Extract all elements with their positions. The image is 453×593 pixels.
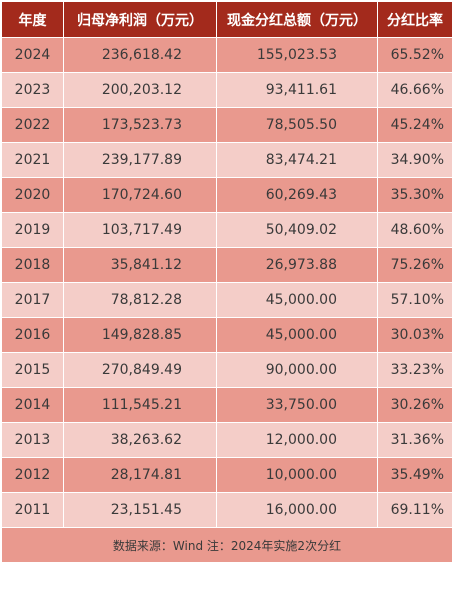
header-row: 年度 归母净利润（万元） 现金分红总额（万元） 分红比率 [1, 1, 453, 38]
cell-cash-dividend: 78,505.50 [216, 107, 378, 143]
table-row: 2024 236,618.42 155,023.53 65.52% [1, 37, 453, 73]
header-year: 年度 [1, 1, 64, 38]
cell-payout-ratio: 69.11% [377, 492, 453, 528]
cell-net-profit: 23,151.45 [63, 492, 217, 528]
cell-cash-dividend: 45,000.00 [216, 317, 378, 353]
table-header: 年度 归母净利润（万元） 现金分红总额（万元） 分红比率 [1, 1, 453, 38]
cell-payout-ratio: 65.52% [377, 37, 453, 73]
cell-net-profit: 35,841.12 [63, 247, 217, 283]
cell-net-profit: 28,174.81 [63, 457, 217, 493]
cell-net-profit: 173,523.73 [63, 107, 217, 143]
table-row: 2023 200,203.12 93,411.61 46.66% [1, 72, 453, 108]
cell-cash-dividend: 10,000.00 [216, 457, 378, 493]
cell-payout-ratio: 48.60% [377, 212, 453, 248]
footnote: 数据来源：Wind 注：2024年实施2次分红 [1, 527, 453, 563]
cell-payout-ratio: 57.10% [377, 282, 453, 318]
cell-payout-ratio: 31.36% [377, 422, 453, 458]
cell-net-profit: 103,717.49 [63, 212, 217, 248]
cell-payout-ratio: 34.90% [377, 142, 453, 178]
cell-year: 2012 [1, 457, 64, 493]
table-row: 2018 35,841.12 26,973.88 75.26% [1, 247, 453, 283]
cell-year: 2023 [1, 72, 64, 108]
table-row: 2012 28,174.81 10,000.00 35.49% [1, 457, 453, 493]
cell-cash-dividend: 50,409.02 [216, 212, 378, 248]
table-row: 2013 38,263.62 12,000.00 31.36% [1, 422, 453, 458]
cell-cash-dividend: 33,750.00 [216, 387, 378, 423]
cell-net-profit: 236,618.42 [63, 37, 217, 73]
table-row: 2011 23,151.45 16,000.00 69.11% [1, 492, 453, 528]
cell-year: 2016 [1, 317, 64, 353]
table-row: 2022 173,523.73 78,505.50 45.24% [1, 107, 453, 143]
cell-payout-ratio: 75.26% [377, 247, 453, 283]
cell-cash-dividend: 16,000.00 [216, 492, 378, 528]
cell-net-profit: 38,263.62 [63, 422, 217, 458]
dividend-table: 年度 归母净利润（万元） 现金分红总额（万元） 分红比率 2024 236,618… [1, 1, 453, 563]
cell-year: 2018 [1, 247, 64, 283]
table-footer: 数据来源：Wind 注：2024年实施2次分红 [1, 527, 453, 563]
cell-year: 2017 [1, 282, 64, 318]
cell-net-profit: 200,203.12 [63, 72, 217, 108]
header-cash-dividend: 现金分红总额（万元） [216, 1, 378, 38]
cell-year: 2020 [1, 177, 64, 213]
header-net-profit: 归母净利润（万元） [63, 1, 217, 38]
cell-payout-ratio: 35.49% [377, 457, 453, 493]
cell-payout-ratio: 35.30% [377, 177, 453, 213]
cell-payout-ratio: 30.26% [377, 387, 453, 423]
cell-net-profit: 149,828.85 [63, 317, 217, 353]
table-row: 2014 111,545.21 33,750.00 30.26% [1, 387, 453, 423]
cell-year: 2022 [1, 107, 64, 143]
cell-year: 2014 [1, 387, 64, 423]
cell-net-profit: 239,177.89 [63, 142, 217, 178]
cell-year: 2013 [1, 422, 64, 458]
cell-cash-dividend: 93,411.61 [216, 72, 378, 108]
table-row: 2017 78,812.28 45,000.00 57.10% [1, 282, 453, 318]
cell-cash-dividend: 83,474.21 [216, 142, 378, 178]
cell-year: 2015 [1, 352, 64, 388]
cell-year: 2011 [1, 492, 64, 528]
cell-cash-dividend: 12,000.00 [216, 422, 378, 458]
table-row: 2019 103,717.49 50,409.02 48.60% [1, 212, 453, 248]
cell-payout-ratio: 46.66% [377, 72, 453, 108]
cell-cash-dividend: 60,269.43 [216, 177, 378, 213]
table-row: 2015 270,849.49 90,000.00 33.23% [1, 352, 453, 388]
cell-net-profit: 270,849.49 [63, 352, 217, 388]
cell-year: 2021 [1, 142, 64, 178]
header-payout-ratio: 分红比率 [377, 1, 453, 38]
cell-payout-ratio: 30.03% [377, 317, 453, 353]
cell-cash-dividend: 90,000.00 [216, 352, 378, 388]
cell-cash-dividend: 45,000.00 [216, 282, 378, 318]
table-row: 2016 149,828.85 45,000.00 30.03% [1, 317, 453, 353]
table-row: 2020 170,724.60 60,269.43 35.30% [1, 177, 453, 213]
table-body: 2024 236,618.42 155,023.53 65.52% 2023 200,20… [1, 37, 453, 528]
cell-year: 2019 [1, 212, 64, 248]
cell-payout-ratio: 45.24% [377, 107, 453, 143]
table-row: 2021 239,177.89 83,474.21 34.90% [1, 142, 453, 178]
cell-net-profit: 170,724.60 [63, 177, 217, 213]
cell-net-profit: 78,812.28 [63, 282, 217, 318]
cell-payout-ratio: 33.23% [377, 352, 453, 388]
footnote-row: 数据来源：Wind 注：2024年实施2次分红 [1, 527, 453, 563]
cell-net-profit: 111,545.21 [63, 387, 217, 423]
cell-cash-dividend: 26,973.88 [216, 247, 378, 283]
cell-cash-dividend: 155,023.53 [216, 37, 378, 73]
cell-year: 2024 [1, 37, 64, 73]
